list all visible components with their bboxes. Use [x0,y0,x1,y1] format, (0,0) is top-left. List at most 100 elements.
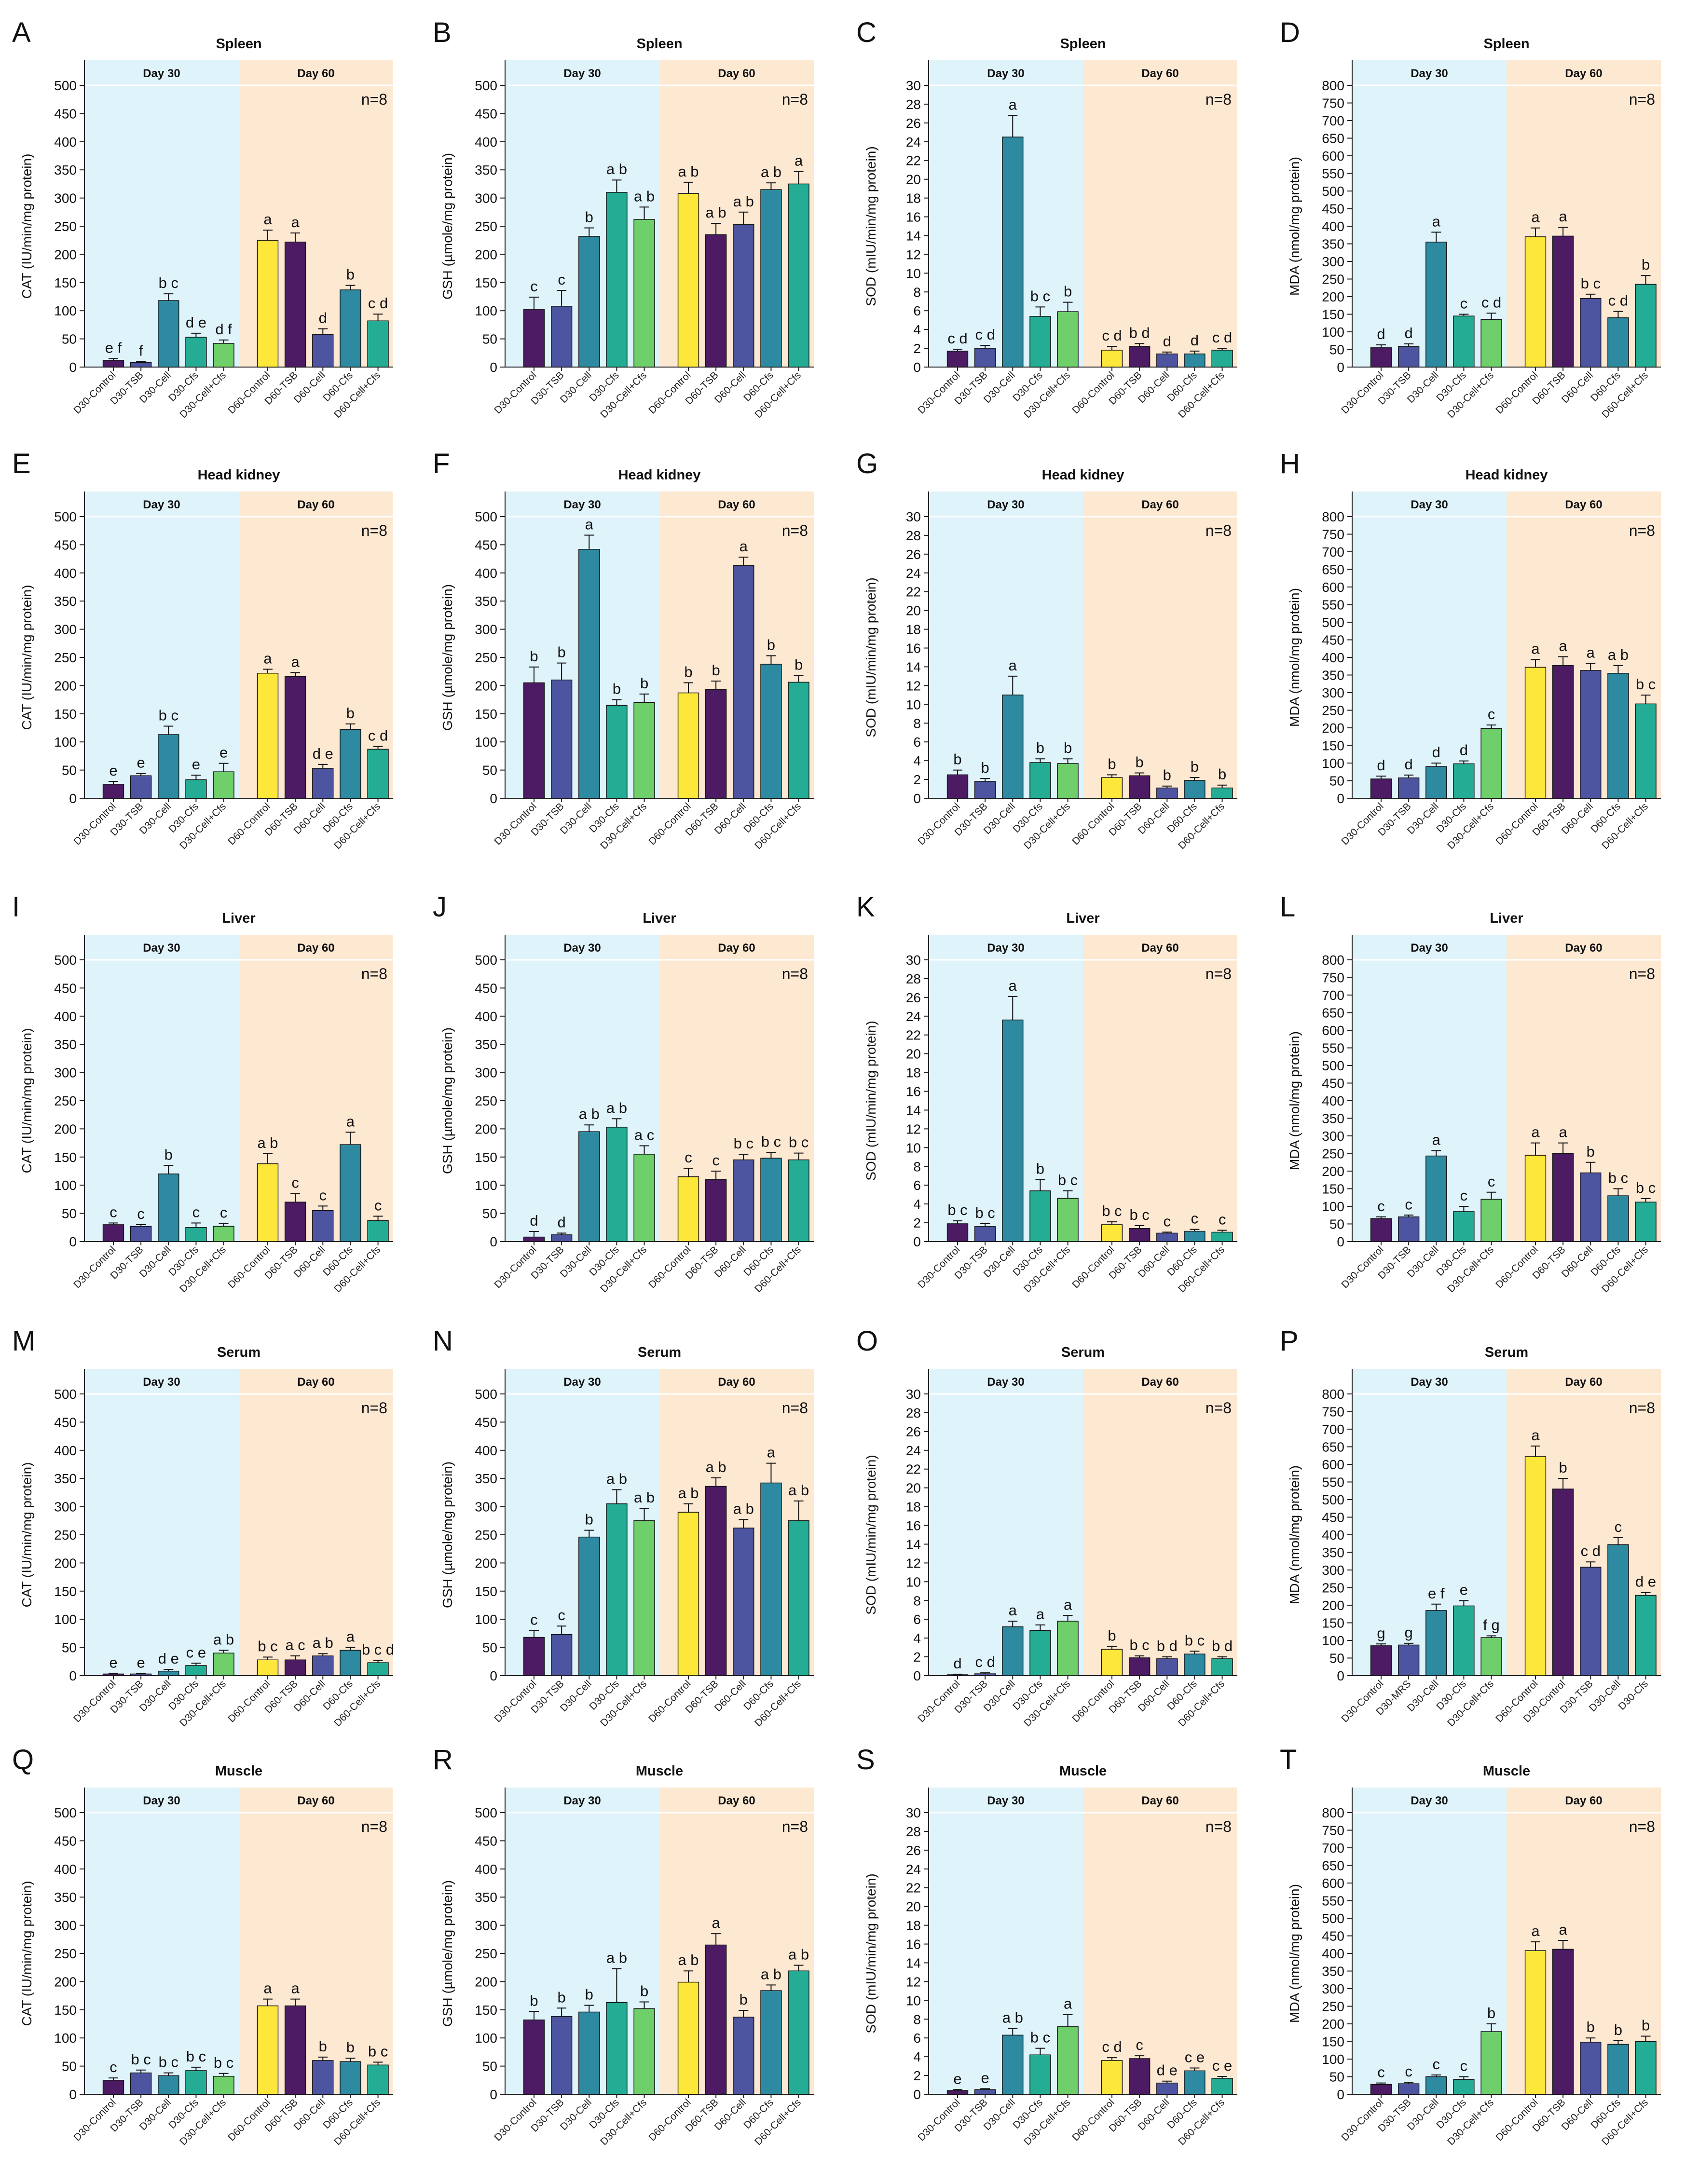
y-tick-label: 800 [1322,953,1344,968]
panel-letter: K [856,891,875,923]
significance-letter: c [558,1607,565,1624]
bar-7 [1128,346,1151,368]
y-tick-label: 22 [906,153,921,168]
significance-letter: b c [734,1135,753,1152]
day60-label: Day 60 [1565,1376,1602,1389]
x-category-label: D60-Control [646,369,693,416]
x-category-label: D30-Control [492,1244,538,1290]
y-tick-label: 20 [906,1047,921,1062]
day30-label: Day 30 [1411,942,1448,955]
significance-letter: a [1064,1596,1072,1613]
day60-background [1083,1369,1237,1676]
significance-letter: a [1432,1132,1441,1148]
significance-letter: b c [1581,275,1601,292]
panel-letter: D [1280,17,1300,48]
y-tick-label: 200 [475,1974,497,1989]
bar-8 [312,334,334,368]
significance-letter: b c [761,1133,781,1150]
significance-letter: b d [1157,1638,1178,1654]
significance-letter: c [1219,1211,1226,1228]
y-tick-label: 200 [1322,1164,1344,1179]
y-tick-label: 100 [54,2031,77,2046]
bar-5 [1057,2026,1079,2095]
bar-7 [1552,1153,1574,1242]
bar-10 [367,1662,389,1676]
x-category-label: D30-Control [492,369,538,416]
significance-letter: e [1460,1582,1468,1598]
significance-letter: a b [606,1950,627,1966]
bar-6 [1101,2060,1123,2095]
significance-letter: c [1164,1213,1171,1230]
y-tick-label: 8 [913,285,921,300]
bar-6 [677,692,699,799]
significance-letter: f [139,342,143,359]
y-tick-label: 500 [54,953,77,968]
y-tick-label: 16 [906,1518,921,1533]
day30-label: Day 30 [563,1794,601,1807]
day60-background [1083,1788,1237,2094]
bar-3 [1425,1155,1447,1242]
y-tick-label: 350 [54,1471,77,1486]
bar-3 [1002,2034,1024,2095]
y-tick-label: 100 [1322,1199,1344,1214]
y-tick-label: 14 [906,1103,921,1118]
y-tick-label: 450 [54,1415,77,1430]
significance-letter: c d [1102,2038,1122,2055]
bar-1 [102,1673,124,1676]
bar-8 [1156,1232,1178,1242]
bar-1 [523,1637,545,1676]
bar-7 [1552,235,1574,368]
significance-letter: b [1036,1160,1044,1177]
y-tick-label: 600 [1322,1876,1344,1891]
y-tick-label: 250 [54,1528,77,1542]
y-tick-label: 14 [906,659,921,674]
bar-10 [1211,1658,1233,1676]
bar-6 [677,1512,699,1676]
significance-letter: b d [1129,324,1150,341]
significance-letter: b [1218,766,1226,783]
panel-title: Head kidney [198,467,280,483]
significance-letter: b c [1608,1170,1628,1187]
y-tick-label: 200 [54,1121,77,1136]
significance-letter: a b [606,1099,627,1116]
significance-letter: e [109,762,117,779]
significance-letter: c d [1608,292,1628,309]
y-axis-label: CAT (IU/min/mg protein) [19,1462,34,1608]
bar-2 [130,362,152,368]
panel-A: A Spleen Day 30 Day 60 n=8 0 50 100 150 200 250 300… [12,17,393,420]
y-tick-label: 0 [69,791,77,806]
significance-letter: c [685,1149,692,1166]
significance-letter: d [558,1214,566,1230]
x-category-label: D30-Control [492,801,538,847]
y-tick-label: 150 [475,2003,497,2018]
sample-size-label: n=8 [1629,1399,1655,1417]
y-tick-label: 800 [1322,1387,1344,1402]
y-tick-label: 24 [906,1443,921,1458]
significance-letter: b c [1129,1637,1149,1653]
y-tick-label: 50 [62,2059,77,2074]
y-tick-label: 50 [482,332,497,347]
x-category-label: D30-Control [71,2097,118,2143]
y-tick-label: 600 [1322,580,1344,595]
significance-letter: a [1559,1921,1568,1938]
y-tick-label: 750 [1322,527,1344,542]
significance-letter: b [1136,753,1144,770]
y-tick-label: 50 [62,332,77,347]
significance-letter: c d [975,326,995,343]
significance-letter: a [1009,977,1017,994]
y-tick-label: 200 [475,1121,497,1136]
y-tick-label: 2 [913,772,921,787]
day60-label: Day 60 [1565,67,1602,80]
x-category-label: D30-Control [916,2097,962,2143]
y-axis-label: MDA (nmol/mg protein) [1287,1884,1302,2023]
y-tick-label: 26 [906,547,921,562]
x-category-label: D60-Control [646,1678,693,1724]
significance-letter: a b [257,1134,278,1151]
y-tick-label: 14 [906,1955,921,1970]
bar-9 [340,1650,361,1676]
y-tick-label: 50 [482,2059,497,2074]
y-tick-label: 16 [906,1084,921,1099]
y-tick-label: 26 [906,116,921,131]
significance-letter: c [1405,1196,1412,1213]
